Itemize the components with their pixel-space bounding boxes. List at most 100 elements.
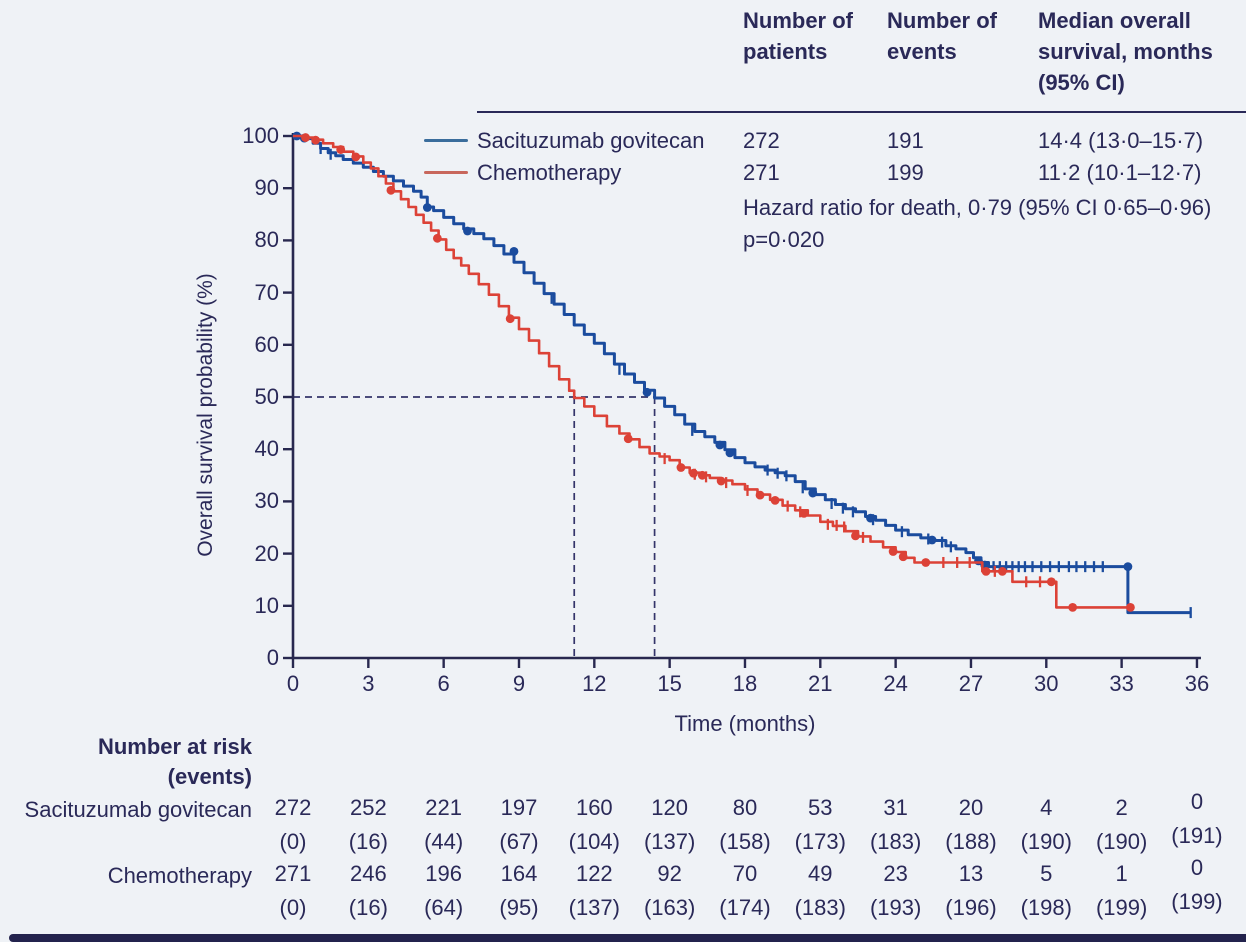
event-dot [866, 513, 875, 523]
risk-events-cell: (158) [719, 829, 771, 854]
risk-at-risk-cell: 31 [883, 795, 908, 820]
risk-at-risk-cell: 271 [274, 861, 312, 886]
event-dot [336, 145, 346, 154]
event-dot [980, 560, 990, 570]
event-dot [642, 387, 652, 397]
risk-at-risk-cell: 120 [651, 795, 688, 820]
summary-column-header: Median overall survival, months (95% CI) [1038, 8, 1213, 95]
y-tick-label: 0 [266, 645, 279, 670]
event-dot [292, 131, 302, 141]
risk-events-cell: (193) [869, 895, 922, 920]
risk-table-header: Number at risk [97, 734, 252, 759]
risk-events-cell: (199) [1095, 895, 1148, 920]
summary-median-value: 11·2 (10·1–12·7) [1038, 160, 1202, 185]
risk-events-cell: (190) [1020, 829, 1072, 854]
risk-events-cell: (16) [348, 895, 388, 920]
risk-events-cell: (137) [568, 895, 620, 920]
x-tick-label: 9 [512, 671, 526, 696]
event-dot [299, 133, 309, 143]
x-axis-title: Time (months) [674, 711, 816, 736]
risk-events-cell: (95) [499, 895, 539, 920]
bottom-crop-bar [9, 934, 1246, 942]
summary-column-header: Number of patients [743, 8, 853, 64]
event-dot [1123, 562, 1133, 572]
risk-at-risk-cell: 5 [1040, 861, 1053, 886]
risk-events-cell: (173) [794, 829, 846, 854]
y-tick-label: 20 [254, 540, 279, 566]
event-dot [463, 226, 472, 236]
event-dot [898, 552, 908, 562]
x-tick-label: 36 [1184, 671, 1210, 696]
event-dot [1068, 602, 1078, 612]
risk-row-label: Sacituzumab govitecan [24, 797, 252, 822]
legend-label: Sacituzumab govitecan [477, 128, 705, 153]
summary-patients-value: 271 [743, 160, 780, 185]
event-dot [1126, 602, 1135, 612]
risk-at-risk-cell: 13 [958, 861, 984, 886]
y-tick-label: 100 [242, 123, 279, 148]
risk-at-risk-cell: 0 [1190, 789, 1204, 814]
risk-at-risk-cell: 0 [1190, 855, 1204, 880]
summary-median-value: 14·4 (13·0–15·7) [1038, 128, 1204, 153]
event-dot [981, 566, 991, 576]
risk-events-cell: (163) [643, 895, 696, 920]
risk-row-label: Chemotherapy [107, 863, 252, 888]
x-tick-label: 33 [1109, 671, 1134, 696]
x-tick-label: 0 [286, 671, 300, 696]
legend-line-swatch [424, 171, 468, 174]
event-dot [755, 490, 765, 500]
risk-events-cell: (199) [1171, 889, 1223, 914]
y-tick-label: 50 [254, 384, 279, 409]
risk-at-risk-cell: 122 [575, 861, 613, 886]
risk-at-risk-cell: 20 [958, 795, 984, 820]
y-axis-title: Overall survival probability (%) [194, 273, 217, 557]
risk-events-cell: (67) [499, 829, 539, 854]
risk-events-cell: (183) [794, 895, 846, 920]
risk-events-cell: (198) [1020, 895, 1072, 920]
risk-events-cell: (0) [279, 829, 307, 854]
risk-at-risk-cell: 246 [349, 861, 387, 886]
risk-at-risk-cell: 164 [500, 861, 538, 886]
risk-events-cell: (174) [719, 895, 771, 920]
event-dot [505, 314, 515, 324]
y-tick-label: 30 [254, 488, 279, 514]
x-tick-label: 30 [1034, 671, 1059, 696]
risk-at-risk-cell: 272 [274, 795, 312, 820]
event-dot [311, 135, 320, 145]
event-dot [432, 233, 442, 243]
event-dot [676, 463, 686, 472]
risk-at-risk-cell: 160 [575, 795, 613, 820]
risk-events-cell: (191) [1171, 823, 1223, 848]
risk-events-cell: (183) [869, 829, 922, 854]
risk-events-cell: (137) [643, 829, 696, 854]
risk-events-cell: (44) [424, 829, 464, 854]
risk-at-risk-cell: 196 [425, 861, 463, 886]
risk-events-cell: (16) [348, 829, 388, 854]
y-tick-label: 80 [254, 227, 279, 253]
y-tick-label: 40 [254, 436, 279, 462]
event-dot [689, 468, 698, 478]
risk-events-cell: (104) [568, 829, 620, 854]
x-tick-label: 12 [582, 671, 607, 696]
risk-at-risk-cell: 197 [500, 795, 538, 820]
summary-events-value: 199 [887, 160, 924, 185]
event-dot [888, 547, 898, 556]
hazard-ratio-text: Hazard ratio for death, 0·79 (95% CI 0·6… [743, 195, 1212, 220]
risk-events-cell: (190) [1095, 829, 1148, 854]
y-tick-label: 90 [254, 175, 279, 201]
y-tick-label: 70 [254, 279, 279, 305]
event-dot [715, 440, 725, 450]
event-dot [725, 448, 735, 458]
risk-at-risk-cell: 1 [1115, 861, 1128, 886]
risk-events-cell: (188) [945, 829, 997, 854]
risk-events-cell: (0) [279, 895, 307, 920]
event-dot [301, 133, 310, 142]
x-tick-label: 18 [732, 671, 758, 696]
event-dot [997, 566, 1007, 576]
event-dot [716, 476, 726, 486]
event-dot [623, 434, 633, 444]
event-dot [799, 509, 809, 518]
event-dot [927, 535, 937, 545]
risk-at-risk-cell: 252 [349, 795, 387, 820]
